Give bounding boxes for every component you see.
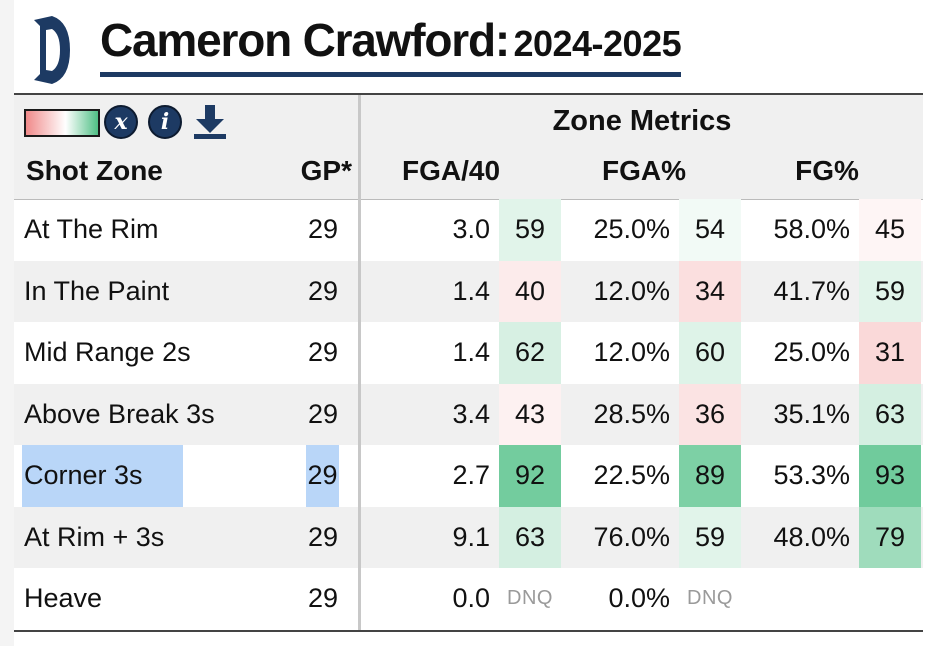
fga40-value: 1.4 — [452, 337, 490, 367]
download-icon[interactable] — [190, 103, 230, 141]
fga-pct-percentile: 89 — [679, 445, 741, 507]
table-row: Heave 29 0.0 DNQ 0.0% DNQ — [14, 568, 923, 630]
fga-pct-value: 22.5% — [593, 460, 670, 490]
fga-pct-value: 12.0% — [593, 337, 670, 367]
fga40-percentile: DNQ — [507, 587, 553, 609]
fg-pct-percentile: 59 — [859, 260, 921, 322]
fga40-value: 2.7 — [452, 460, 490, 490]
fga-pct-value: 25.0% — [593, 214, 670, 244]
fga-pct-percentile: 54 — [679, 199, 741, 261]
page-title: Cameron Crawford: 2024-2025 — [100, 12, 682, 77]
shot-zone-cell: In The Paint — [24, 275, 170, 306]
fga40-percentile: 43 — [499, 383, 561, 445]
fga40-percentile: 59 — [499, 199, 561, 261]
info-button[interactable]: i — [148, 105, 182, 139]
table-row: Above Break 3s 29 3.4 43 28.5% 36 35.1% … — [14, 383, 923, 445]
table-body: At The Rim 29 3.0 59 25.0% 54 58.0% 45 I… — [14, 199, 923, 630]
fg-pct-percentile: 93 — [859, 445, 921, 507]
shot-zone-cell: Corner 3s — [22, 445, 183, 507]
fg-pct-percentile: 79 — [859, 506, 921, 568]
table-row: At The Rim 29 3.0 59 25.0% 54 58.0% 45 — [14, 199, 923, 261]
fga40-percentile: 62 — [499, 322, 561, 384]
fga40-value: 1.4 — [452, 275, 490, 306]
shot-zone-cell: At Rim + 3s — [24, 521, 165, 552]
fg-pct-value: 53.3% — [773, 460, 850, 490]
fg-pct-percentile — [859, 568, 921, 630]
fg-pct-value — [754, 568, 850, 630]
fg-pct-percentile: 45 — [859, 199, 921, 261]
fg-pct-value: 41.7% — [773, 275, 850, 306]
team-logo — [34, 16, 70, 84]
page-left-margin — [0, 0, 14, 646]
zone-metrics-heading: Zone Metrics — [552, 105, 732, 137]
fga-pct-percentile: 34 — [679, 260, 741, 322]
fga40-value: 0.0 — [452, 583, 490, 613]
table-row: Corner 3s 29 2.7 92 22.5% 89 53.3% 93 — [14, 445, 923, 507]
gp-cell: 29 — [307, 275, 338, 306]
gp-cell: 29 — [307, 337, 338, 367]
fg-pct-value: 35.1% — [773, 398, 850, 429]
gp-cell: 29 — [307, 521, 338, 552]
fga40-value: 3.0 — [452, 214, 490, 244]
column-header-shot-zone[interactable]: Shot Zone — [26, 155, 163, 186]
fg-pct-value: 48.0% — [773, 521, 850, 552]
fga-pct-value: 28.5% — [593, 398, 670, 429]
fg-pct-value: 25.0% — [773, 337, 850, 367]
table-header: x i Zone Metrics Shot Zone GP* FGA/40 FG… — [14, 95, 923, 200]
fga-pct-percentile: DNQ — [687, 587, 733, 609]
shot-zone-table: x i Zone Metrics Shot Zone GP* FGA/40 FG… — [14, 93, 923, 632]
shot-zone-cell: Above Break 3s — [24, 398, 215, 429]
table-row: At Rim + 3s 29 9.1 63 76.0% 59 48.0% 79 — [14, 506, 923, 568]
shot-zone-cell: Heave — [24, 583, 103, 613]
table-row: Mid Range 2s 29 1.4 62 12.0% 60 25.0% 31 — [14, 322, 923, 384]
fg-pct-value: 58.0% — [773, 214, 850, 244]
fg-pct-percentile: 31 — [859, 322, 921, 384]
column-divider — [358, 95, 361, 630]
shot-zone-cell: At The Rim — [24, 214, 159, 244]
stat-toggle-button[interactable]: x — [104, 105, 138, 139]
fga-pct-value: 12.0% — [593, 275, 670, 306]
fga-pct-percentile: 59 — [679, 506, 741, 568]
season-label: 2024-2025 — [513, 23, 682, 64]
fga40-value: 9.1 — [452, 521, 490, 552]
player-name: Cameron Crawford: — [100, 14, 510, 66]
fga40-value: 3.4 — [452, 398, 490, 429]
gp-cell: 29 — [307, 398, 338, 429]
column-header-fga-pct[interactable]: FGA% — [602, 155, 686, 186]
shot-zone-cell: Mid Range 2s — [24, 337, 191, 367]
fga-pct-value: 0.0% — [608, 583, 670, 613]
fg-pct-percentile: 63 — [859, 383, 921, 445]
fga40-percentile: 40 — [499, 260, 561, 322]
fga-pct-percentile: 60 — [679, 322, 741, 384]
gp-cell: 29 — [307, 583, 338, 613]
fga40-percentile: 92 — [499, 445, 561, 507]
fga-pct-percentile: 36 — [679, 383, 741, 445]
fga-pct-value: 76.0% — [593, 521, 670, 552]
table-row: In The Paint 29 1.4 40 12.0% 34 41.7% 59 — [14, 260, 923, 322]
gp-cell: 29 — [307, 214, 338, 244]
column-header-fga40[interactable]: FGA/40 — [401, 155, 501, 186]
fga40-percentile: 63 — [499, 506, 561, 568]
color-scale-legend[interactable] — [24, 109, 100, 137]
column-header-gp[interactable]: GP* — [300, 155, 352, 186]
column-header-fg-pct[interactable]: FG% — [795, 155, 859, 186]
gp-cell: 29 — [306, 445, 339, 507]
